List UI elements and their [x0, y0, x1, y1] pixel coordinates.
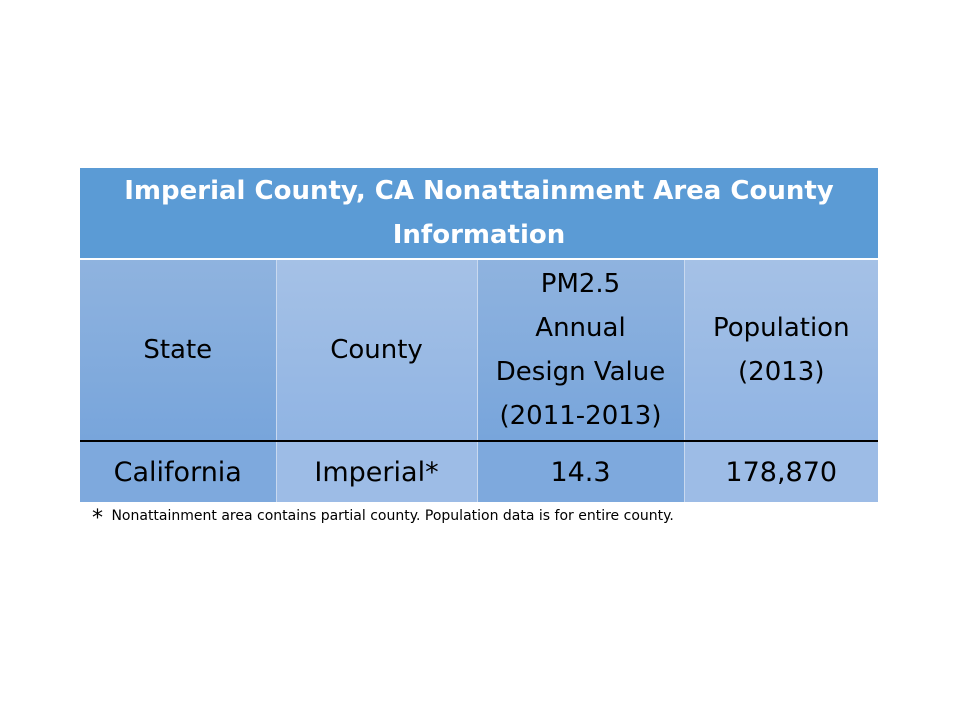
header-pm25-line2: Annual — [535, 313, 626, 343]
table-title-row: Imperial County, CA Nonattainment Area C… — [80, 168, 879, 259]
footnote-text: Nonattainment area contains partial coun… — [111, 508, 674, 524]
cell-population: 178,870 — [684, 441, 879, 502]
header-population-line1: Population — [712, 313, 850, 343]
footnote: * Nonattainment area contains partial co… — [92, 506, 674, 531]
header-pm25-design-value: PM2.5 Annual Design Value (2011-2013) — [477, 258, 685, 442]
header-population-line2: (2013) — [738, 357, 825, 387]
header-population: Population (2013) — [684, 258, 879, 442]
cell-pm25-value: 14.3 — [477, 441, 685, 502]
table-title: Imperial County, CA Nonattainment Area C… — [80, 168, 879, 259]
header-pm25-line3: Design Value — [495, 357, 666, 387]
header-pm25-line4: (2011-2013) — [499, 401, 662, 431]
cell-county: Imperial* — [276, 441, 478, 502]
table-header-row: State County PM2.5 Annual Design Value (… — [80, 258, 879, 442]
county-info-table: Imperial County, CA Nonattainment Area C… — [80, 168, 879, 502]
footnote-symbol: * — [92, 506, 103, 531]
header-state: State — [80, 258, 277, 442]
header-pm25-line1: PM2.5 — [540, 269, 621, 299]
table-row: California Imperial* 14.3 178,870 — [80, 441, 879, 502]
cell-state: California — [80, 441, 277, 502]
header-county: County — [276, 258, 478, 442]
